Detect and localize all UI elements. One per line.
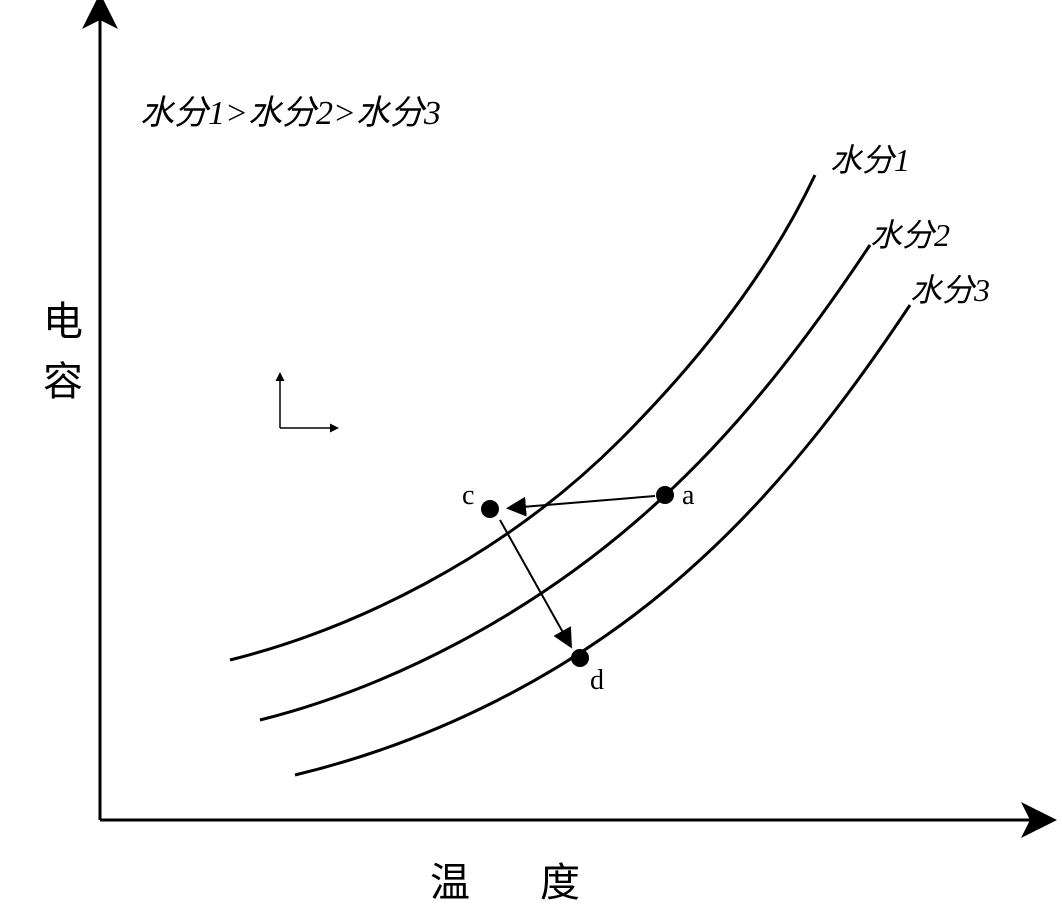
y-axis-label: 电容 xyxy=(30,300,88,420)
point-label-c: c xyxy=(462,480,474,512)
legend-inequality: 水分1>水分2>水分3 xyxy=(140,85,441,134)
curve-label-moisture2: 水分2 xyxy=(870,210,950,256)
arrow-a-c xyxy=(510,496,655,508)
curve-moisture1 xyxy=(230,175,815,660)
relation-arrows xyxy=(500,496,655,645)
mini-axes xyxy=(280,378,333,428)
curve-moisture2 xyxy=(260,245,870,720)
point-label-d: d xyxy=(590,665,604,697)
x-axis-label: 温 度 xyxy=(430,850,610,908)
point-a xyxy=(656,486,674,504)
point-d xyxy=(571,649,589,667)
curves xyxy=(230,175,910,775)
point-label-a: a xyxy=(682,480,694,512)
curve-moisture3 xyxy=(295,305,910,775)
curve-label-moisture1: 水分1 xyxy=(830,135,910,181)
point-c xyxy=(481,500,499,518)
curve-label-moisture3: 水分3 xyxy=(910,265,990,311)
